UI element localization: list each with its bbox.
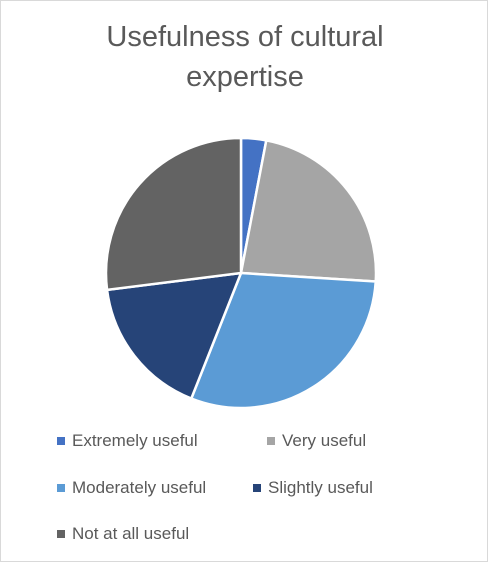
legend-item: Extremely useful xyxy=(57,431,198,451)
legend-label: Moderately useful xyxy=(72,478,207,497)
legend-swatch xyxy=(57,530,65,538)
legend-swatch xyxy=(253,484,261,492)
legend-item: Very useful xyxy=(267,431,366,451)
legend-swatch xyxy=(57,484,65,492)
legend-item: Moderately useful xyxy=(57,478,206,498)
legend-swatch xyxy=(57,437,65,445)
legend-label: Not at all useful xyxy=(72,524,190,543)
legend-label: Very useful xyxy=(282,431,367,450)
legend-label: Extremely useful xyxy=(72,431,198,450)
pie-slice xyxy=(190,271,377,410)
legend-label: Slightly useful xyxy=(268,478,373,497)
chart-title: Usefulness of cultural expertise xyxy=(106,21,384,93)
legend-swatch xyxy=(267,437,275,445)
pie-slice xyxy=(239,139,378,283)
legend-item: Slightly useful xyxy=(253,478,373,498)
pie-slice xyxy=(104,136,243,292)
pie-slice xyxy=(105,271,243,400)
legend-item: Not at all useful xyxy=(57,524,189,544)
